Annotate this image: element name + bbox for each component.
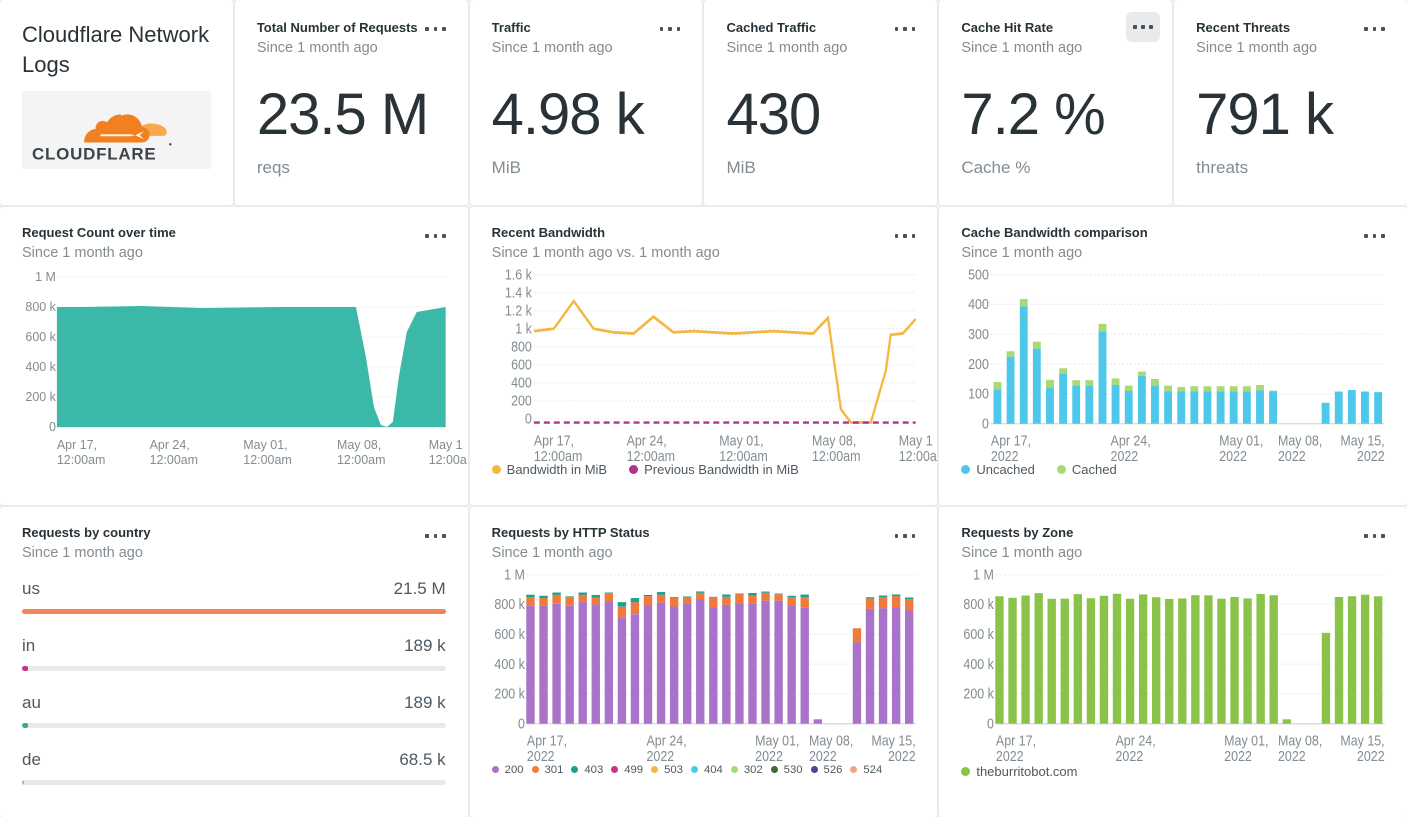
- svg-text:2022: 2022: [888, 748, 916, 764]
- svg-text:500: 500: [968, 266, 989, 282]
- svg-text:May 01,: May 01,: [1224, 732, 1268, 748]
- svg-text:Apr 17,: Apr 17,: [527, 732, 567, 748]
- svg-text:2022: 2022: [996, 748, 1024, 764]
- svg-text:2022: 2022: [755, 748, 783, 764]
- svg-text:2022: 2022: [646, 748, 674, 764]
- svg-text:2022: 2022: [1357, 748, 1385, 764]
- svg-text:1 k: 1 k: [515, 320, 532, 336]
- svg-text:0: 0: [525, 411, 532, 427]
- svg-text:2022: 2022: [1278, 448, 1306, 464]
- svg-text:12:00am: 12:00am: [243, 453, 291, 467]
- svg-text:12:00a: 12:00a: [898, 448, 936, 464]
- svg-text:1.4 k: 1.4 k: [505, 284, 532, 300]
- svg-text:2022: 2022: [1220, 448, 1248, 464]
- svg-text:May 15,: May 15,: [1341, 732, 1385, 748]
- svg-text:1.2 k: 1.2 k: [505, 302, 532, 318]
- svg-text:2022: 2022: [809, 748, 837, 764]
- svg-text:May 01,: May 01,: [1220, 432, 1264, 448]
- svg-text:CLOUDFLARE: CLOUDFLARE: [32, 145, 157, 164]
- svg-text:Apr 24,: Apr 24,: [1111, 432, 1151, 448]
- svg-text:2022: 2022: [1357, 448, 1385, 464]
- svg-text:1.6 k: 1.6 k: [505, 266, 532, 282]
- svg-text:May 15,: May 15,: [1341, 432, 1385, 448]
- svg-text:600 k: 600 k: [964, 626, 995, 642]
- svg-text:Apr 24,: Apr 24,: [646, 732, 686, 748]
- svg-text:12:00am: 12:00am: [337, 453, 385, 467]
- svg-text:Apr 24,: Apr 24,: [626, 432, 666, 448]
- svg-text:Apr 17,: Apr 17,: [996, 732, 1036, 748]
- svg-text:May 15,: May 15,: [871, 732, 915, 748]
- svg-text:0: 0: [518, 715, 525, 731]
- svg-text:May 1: May 1: [898, 432, 932, 448]
- svg-text:0: 0: [49, 420, 56, 434]
- svg-text:200 k: 200 k: [964, 686, 995, 702]
- svg-text:400: 400: [511, 374, 532, 390]
- svg-text:12:00am: 12:00am: [150, 453, 198, 467]
- svg-text:1 M: 1 M: [973, 566, 994, 582]
- svg-text:Apr 17,: Apr 17,: [991, 432, 1031, 448]
- svg-text:1 M: 1 M: [504, 566, 525, 582]
- svg-text:12:00a: 12:00a: [429, 453, 467, 467]
- svg-text:400 k: 400 k: [494, 656, 525, 672]
- svg-text:2022: 2022: [1224, 748, 1252, 764]
- svg-text:12:00am: 12:00am: [812, 448, 860, 464]
- svg-text:May 01,: May 01,: [243, 438, 287, 452]
- svg-text:200: 200: [511, 393, 532, 409]
- svg-text:400 k: 400 k: [964, 656, 995, 672]
- svg-text:May 08,: May 08,: [1278, 732, 1322, 748]
- svg-text:400: 400: [968, 296, 989, 312]
- svg-text:May 08,: May 08,: [1278, 432, 1322, 448]
- svg-text:600 k: 600 k: [25, 330, 56, 344]
- svg-text:May 1: May 1: [429, 438, 463, 452]
- svg-text:12:00am: 12:00am: [57, 453, 105, 467]
- svg-text:1 M: 1 M: [35, 270, 56, 284]
- svg-text:200 k: 200 k: [25, 390, 56, 404]
- svg-text:May 08,: May 08,: [809, 732, 853, 748]
- svg-text:400 k: 400 k: [25, 360, 56, 374]
- svg-text:Apr 24,: Apr 24,: [150, 438, 190, 452]
- svg-text:600 k: 600 k: [494, 626, 525, 642]
- svg-text:200 k: 200 k: [494, 686, 525, 702]
- svg-text:Apr 17,: Apr 17,: [57, 438, 97, 452]
- svg-text:May 01,: May 01,: [755, 732, 799, 748]
- svg-text:2022: 2022: [527, 748, 555, 764]
- svg-text:May 01,: May 01,: [719, 432, 763, 448]
- svg-text:800 k: 800 k: [25, 300, 56, 314]
- svg-text:600: 600: [511, 356, 532, 372]
- svg-text:2022: 2022: [1116, 748, 1144, 764]
- svg-text:2022: 2022: [1278, 748, 1306, 764]
- svg-text:100: 100: [968, 386, 989, 402]
- svg-text:300: 300: [968, 326, 989, 342]
- svg-text:800 k: 800 k: [964, 596, 995, 612]
- svg-text:Apr 17,: Apr 17,: [534, 432, 574, 448]
- svg-text:May 08,: May 08,: [337, 438, 381, 452]
- svg-text:0: 0: [982, 415, 989, 431]
- svg-text:800: 800: [511, 338, 532, 354]
- svg-text:May 08,: May 08,: [812, 432, 856, 448]
- svg-text:200: 200: [968, 356, 989, 372]
- svg-text:Apr 24,: Apr 24,: [1116, 732, 1156, 748]
- svg-text:800 k: 800 k: [494, 596, 525, 612]
- svg-text:0: 0: [987, 715, 994, 731]
